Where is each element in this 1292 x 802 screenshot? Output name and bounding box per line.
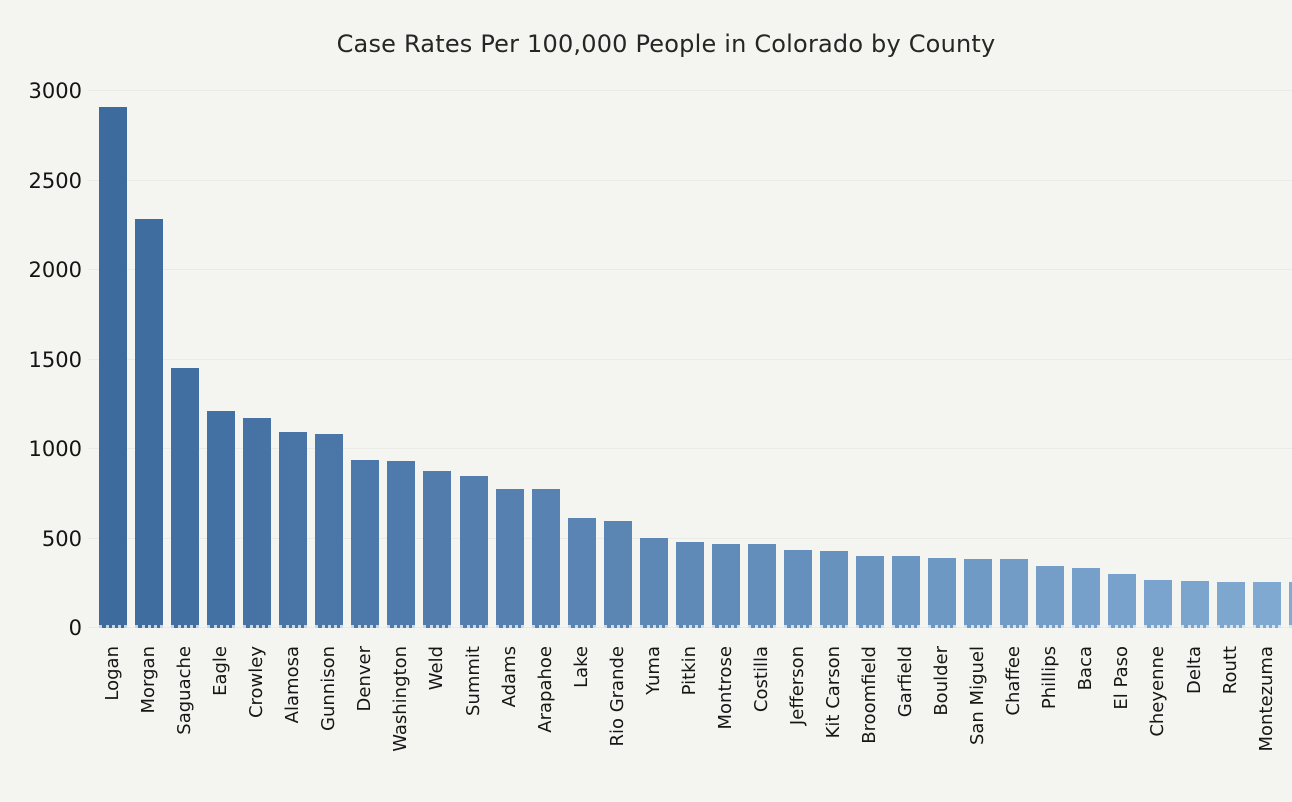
bar-partial bbox=[1288, 582, 1292, 628]
x-tick-label-cheyenne: Cheyenne bbox=[1147, 646, 1169, 737]
x-tick-label-yuma: Yuma bbox=[642, 646, 664, 695]
x-tick-label-denver: Denver bbox=[354, 646, 376, 712]
x-tick-label-san-miguel: San Miguel bbox=[967, 646, 989, 746]
bar-jefferson bbox=[783, 550, 812, 628]
gridline-2500 bbox=[88, 179, 1292, 182]
x-tick-label-rio-grande: Rio Grande bbox=[606, 646, 628, 747]
bar-baca bbox=[1072, 568, 1101, 628]
bar-pitkin bbox=[675, 542, 704, 628]
x-tick-label-chaffee: Chaffee bbox=[1003, 646, 1025, 716]
bar-eagle bbox=[207, 411, 236, 628]
bar-broomfield bbox=[856, 556, 885, 628]
gridline-1500 bbox=[88, 358, 1292, 361]
bar-morgan bbox=[135, 218, 164, 628]
x-tick-label-eagle: Eagle bbox=[210, 646, 232, 696]
bar-montrose bbox=[711, 543, 740, 628]
x-tick-label-summit: Summit bbox=[462, 646, 484, 716]
x-tick-label-el-paso: El Paso bbox=[1111, 646, 1133, 710]
gridline-1000 bbox=[88, 448, 1292, 450]
bar-costilla bbox=[747, 543, 776, 628]
bar-boulder bbox=[928, 558, 957, 628]
bar-alamosa bbox=[279, 431, 308, 628]
bar-summit bbox=[459, 475, 488, 628]
bar-logan bbox=[99, 107, 127, 628]
bar-el-paso bbox=[1108, 574, 1137, 628]
bar-weld bbox=[423, 471, 452, 628]
x-tick-label-jefferson: Jefferson bbox=[786, 646, 808, 726]
bar-routt bbox=[1216, 582, 1245, 628]
bar-chaffee bbox=[1000, 559, 1029, 628]
bar-denver bbox=[351, 459, 380, 628]
y-tick-label-2500: 2500 bbox=[28, 168, 82, 193]
bar-rio-grande bbox=[603, 521, 632, 628]
x-tick-label-alamosa: Alamosa bbox=[282, 646, 304, 724]
x-tick-label-washington: Washington bbox=[390, 646, 412, 752]
x-tick-label-arapahoe: Arapahoe bbox=[534, 646, 556, 733]
bar-gunnison bbox=[315, 433, 344, 628]
bar-washington bbox=[387, 460, 416, 628]
x-tick-label-delta: Delta bbox=[1183, 646, 1205, 695]
bar-adams bbox=[495, 489, 524, 628]
x-tick-label-costilla: Costilla bbox=[750, 646, 772, 713]
y-tick-label-2000: 2000 bbox=[28, 258, 82, 282]
x-tick-label-phillips: Phillips bbox=[1039, 646, 1061, 710]
x-tick-label-logan: Logan bbox=[102, 646, 123, 701]
y-tick-label-1000: 1000 bbox=[28, 437, 82, 461]
gridline-500 bbox=[88, 537, 1292, 540]
bar-kit-carson bbox=[820, 551, 848, 628]
x-tick-label-routt: Routt bbox=[1219, 646, 1241, 695]
x-tick-label-morgan: Morgan bbox=[138, 646, 160, 714]
chart-title: Case Rates Per 100,000 People in Colorad… bbox=[336, 30, 996, 58]
bar-delta bbox=[1180, 581, 1209, 628]
gridline-3000 bbox=[88, 90, 1292, 92]
bar-montezuma bbox=[1252, 581, 1281, 628]
x-tick-label-baca: Baca bbox=[1075, 646, 1097, 691]
x-tick-label-montezuma: Montezuma bbox=[1255, 646, 1277, 752]
bar-arapahoe bbox=[531, 489, 560, 628]
bar-lake bbox=[567, 517, 596, 628]
x-tick-label-garfield: Garfield bbox=[895, 646, 917, 718]
y-tick-label-500: 500 bbox=[41, 526, 82, 551]
y-tick-label-0: 0 bbox=[68, 616, 82, 640]
x-tick-label-saguache: Saguache bbox=[174, 646, 196, 735]
x-tick-label-weld: Weld bbox=[426, 646, 448, 691]
bar-phillips bbox=[1036, 566, 1065, 628]
bar-saguache bbox=[171, 368, 200, 628]
y-tick-label-3000: 3000 bbox=[28, 79, 82, 103]
x-tick-label-gunnison: Gunnison bbox=[318, 646, 340, 731]
x-tick-label-broomfield: Broomfield bbox=[859, 646, 881, 744]
y-tick-label-1500: 1500 bbox=[28, 347, 82, 372]
bar-garfield bbox=[892, 556, 921, 628]
x-tick-label-adams: Adams bbox=[498, 646, 520, 708]
bar-yuma bbox=[639, 537, 668, 628]
x-tick-label-montrose: Montrose bbox=[714, 646, 736, 730]
bar-crowley bbox=[243, 417, 272, 628]
gridline-2000 bbox=[88, 269, 1292, 271]
x-tick-label-boulder: Boulder bbox=[931, 646, 953, 716]
x-tick-label-lake: Lake bbox=[570, 646, 592, 688]
bar-cheyenne bbox=[1144, 579, 1173, 628]
x-tick-label-kit-carson: Kit Carson bbox=[823, 646, 844, 739]
x-tick-label-crowley: Crowley bbox=[246, 646, 268, 719]
gridline-0 bbox=[88, 627, 1292, 629]
bar-san-miguel bbox=[964, 559, 993, 628]
x-tick-label-pitkin: Pitkin bbox=[678, 646, 700, 696]
